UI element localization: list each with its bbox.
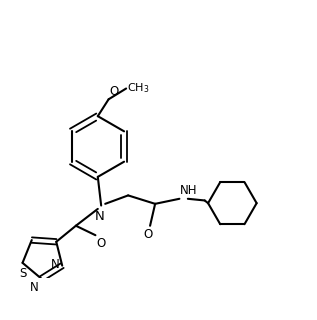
Text: N: N <box>30 281 39 294</box>
Text: N: N <box>94 210 104 223</box>
Text: N: N <box>51 259 60 271</box>
Text: O: O <box>109 85 119 98</box>
Text: NH: NH <box>180 184 197 197</box>
Text: O: O <box>96 237 106 250</box>
Text: S: S <box>19 267 26 280</box>
Text: CH$_3$: CH$_3$ <box>127 82 150 95</box>
Text: O: O <box>144 228 153 242</box>
